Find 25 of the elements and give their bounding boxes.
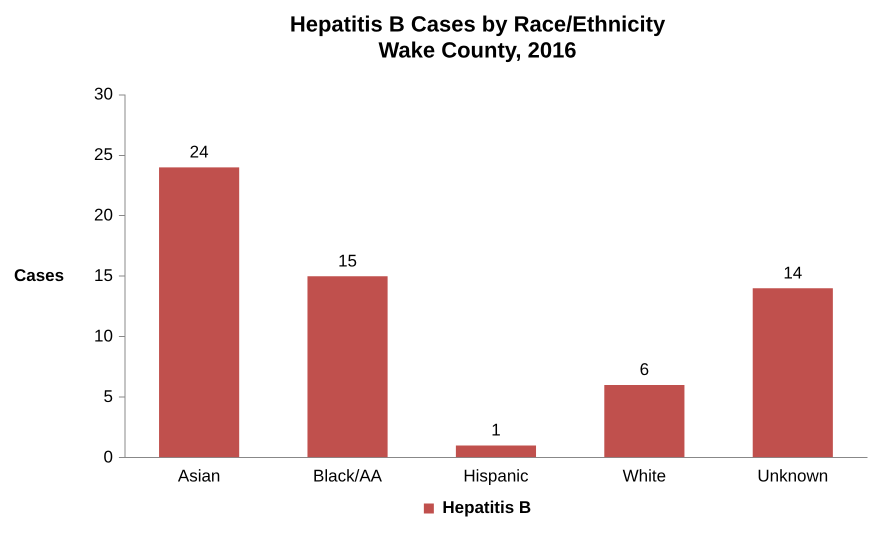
x-tick-label: Hispanic (463, 466, 530, 486)
x-tick-label: Black/AA (313, 466, 383, 486)
legend-label: Hepatitis B (442, 498, 532, 518)
data-label: 24 (190, 142, 209, 162)
y-tick-label: 5 (103, 386, 113, 406)
x-tick-label: Asian (178, 466, 220, 486)
y-tick-label: 25 (94, 144, 113, 164)
y-tick-label: 20 (94, 205, 113, 224)
data-label: 1 (491, 420, 501, 440)
y-tick-label: 0 (103, 447, 113, 466)
y-tick-label: 30 (94, 84, 113, 104)
y-tick-label: 15 (94, 266, 113, 285)
x-tick-label: White (622, 466, 666, 486)
y-tick-label: 10 (94, 326, 113, 346)
data-label: 14 (783, 263, 802, 282)
data-label: 6 (640, 360, 650, 380)
x-tick-label: Unknown (757, 466, 828, 486)
chart-title: Hepatitis B Cases by Race/Ethnicity Wake County, 2016 (290, 11, 666, 63)
bar (307, 276, 388, 458)
data-label: 15 (338, 251, 357, 270)
bar (159, 167, 240, 458)
y-axis-title: Cases (14, 266, 64, 286)
bar (752, 288, 833, 458)
bar (456, 446, 536, 458)
bar (604, 385, 684, 458)
